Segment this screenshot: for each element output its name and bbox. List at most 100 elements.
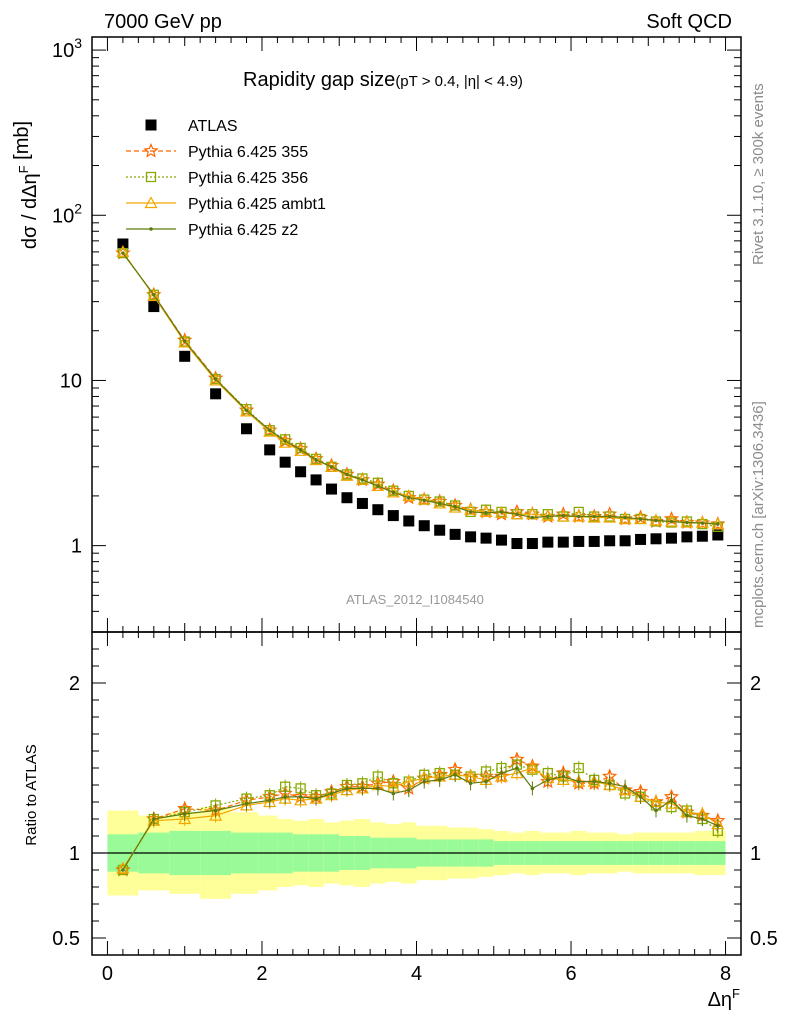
point-ambt1-7	[294, 444, 308, 456]
legend-marker-p355	[143, 142, 159, 158]
ratio-point-z2-33	[700, 817, 705, 821]
plot-title: Rapidity gap size(pT > 0.4, |η| < 4.9)	[243, 69, 523, 91]
point-z2-11	[360, 478, 365, 482]
rivet-version-label: Rivet 3.1.10, ≥ 300k events	[750, 83, 767, 265]
point-z2-12	[376, 484, 380, 488]
ratio-point-z2-12	[376, 786, 380, 791]
point-atlas-24	[557, 536, 569, 548]
legend-marker-p356	[145, 171, 157, 183]
point-z2-31	[669, 519, 674, 524]
ratio-panel-series	[115, 751, 726, 877]
ratio-point-z2-4	[244, 801, 249, 806]
analysis-label: ATLAS_2012_I1084540	[346, 592, 484, 607]
point-ambt1-5	[263, 424, 277, 437]
point-z2-10	[345, 472, 349, 477]
y-tick-label-10^2: 102	[52, 200, 82, 227]
point-z2-6	[283, 439, 287, 443]
legend-marker-z2	[149, 227, 153, 231]
legend-label-p356: Pythia 6.425 356	[188, 170, 308, 187]
point-atlas-26	[588, 535, 600, 547]
point-z2-20	[499, 510, 504, 514]
legend: ATLAS Pythia 6.425 355 Pythia 6.425 356 Pyt…	[126, 118, 326, 239]
point-z2-34	[716, 522, 720, 526]
point-atlas-12	[372, 504, 384, 516]
plot-title-cut: (pT > 0.4, |η| < 4.9)	[395, 73, 523, 90]
point-z2-5	[267, 428, 272, 432]
mcplots-label: mcplots.cern.ch [arXiv:1306.3436]	[750, 401, 767, 628]
point-z2-22	[530, 515, 535, 520]
point-z2-0	[121, 251, 125, 255]
ratio-point-ambt1-0	[116, 861, 130, 874]
point-atlas-5	[264, 444, 276, 456]
point-atlas-4	[241, 423, 253, 435]
ratio-tick-label-2: 2	[69, 673, 80, 695]
ratio-point-z2-34	[716, 824, 720, 828]
ratio-tick-label-1: 1	[69, 843, 80, 865]
point-ambt1-15	[417, 492, 431, 505]
ratio-point-z2-9	[329, 791, 334, 796]
ratio-point-z2-10	[345, 786, 349, 791]
legend-marker-ambt1	[144, 196, 158, 209]
point-z2-17	[453, 504, 457, 509]
point-atlas-7	[295, 466, 307, 478]
legend-marker-atlas	[145, 119, 157, 131]
point-z2-24	[561, 513, 566, 518]
point-ambt1-8	[309, 453, 323, 466]
ratio-point-z2-15	[422, 779, 427, 784]
point-ambt1-13	[386, 485, 400, 498]
main-panel-series	[115, 238, 726, 550]
ratio-point-z2-0	[121, 868, 125, 872]
point-ambt1-19	[479, 505, 493, 518]
ratio-point-z2-25	[576, 779, 581, 784]
point-z2-27	[607, 514, 612, 519]
x-axis-label: ΔηF	[708, 986, 740, 1011]
ratio-tick-label-right-2: 2	[750, 673, 761, 695]
ratio-axis-label: Ratio to ATLAS	[23, 744, 40, 845]
point-ambt1-1	[147, 289, 161, 301]
ratio-tick-label-0.5: 0.5	[52, 928, 80, 950]
ratio-point-z2-30	[654, 808, 658, 813]
ratio-point-ambt1-24	[556, 773, 570, 786]
ratio-point-ambt1-28	[618, 783, 632, 796]
point-atlas-2	[179, 350, 191, 362]
point-z2-26	[592, 514, 597, 519]
plot-title-main: Rapidity gap size	[243, 69, 395, 91]
point-atlas-6	[279, 456, 291, 468]
point-atlas-9	[326, 483, 338, 495]
point-ambt1-18	[464, 502, 478, 515]
point-z2-18	[468, 510, 473, 514]
ratio-point-z2-28	[623, 784, 627, 789]
ratio-point-ambt1-20	[494, 769, 509, 782]
ratio-point-z2-2	[182, 812, 187, 816]
legend-label-ambt1: Pythia 6.425 ambt1	[188, 196, 326, 213]
point-z2-1	[152, 292, 156, 297]
point-atlas-30	[650, 533, 662, 545]
point-p356-30	[650, 516, 662, 527]
category-label: Soft QCD	[646, 11, 732, 33]
point-z2-33	[700, 521, 705, 525]
point-atlas-25	[573, 535, 585, 547]
point-z2-30	[654, 518, 658, 523]
point-p356-0	[117, 247, 129, 259]
point-atlas-3	[210, 388, 222, 400]
point-atlas-27	[604, 535, 616, 547]
point-z2-21	[515, 512, 519, 516]
point-atlas-20	[495, 534, 507, 546]
ratio-point-z2-19	[484, 779, 488, 784]
ratio-point-z2-22	[530, 786, 535, 791]
point-ambt1-0	[116, 245, 130, 258]
point-ambt1-28	[618, 512, 632, 525]
legend-label-atlas: ATLAS	[188, 118, 238, 135]
ratio-point-ambt1-7	[294, 793, 308, 806]
ratio-point-z2-13	[391, 791, 396, 796]
point-atlas-10	[341, 492, 353, 504]
ratio-point-ambt1-22	[525, 761, 539, 774]
point-ambt1-4	[240, 404, 254, 417]
point-atlas-11	[356, 497, 368, 509]
point-ambt1-33	[695, 515, 709, 528]
point-ambt1-2	[178, 335, 192, 348]
x-tick-label-2: 2	[256, 963, 267, 985]
point-z2-28	[623, 515, 627, 520]
point-z2-32	[685, 520, 689, 525]
